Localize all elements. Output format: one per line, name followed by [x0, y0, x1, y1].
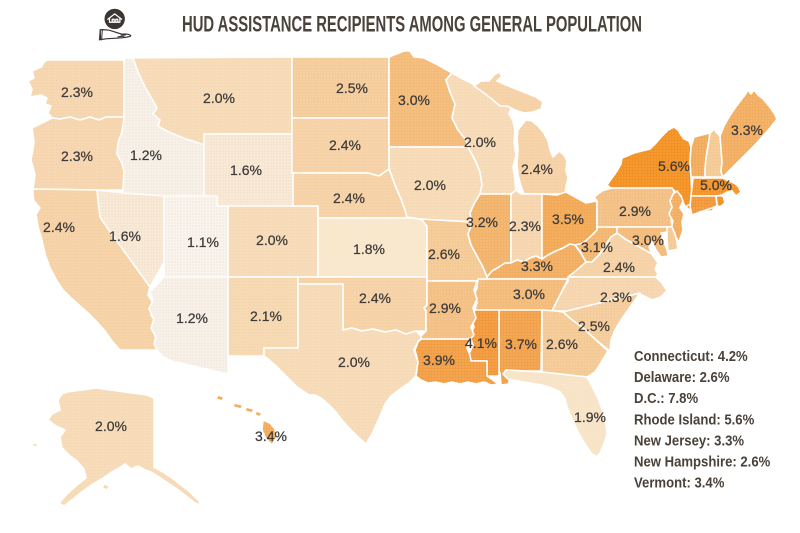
svg-text:D.C.: 7.8%: D.C.: 7.8% — [634, 389, 699, 406]
svg-text:Delaware: 2.6%: Delaware: 2.6% — [634, 368, 730, 385]
svg-text:1.8%: 1.8% — [353, 241, 385, 257]
svg-text:2.1%: 2.1% — [250, 308, 282, 324]
svg-text:2.4%: 2.4% — [333, 190, 365, 206]
svg-text:4.1%: 4.1% — [465, 335, 497, 351]
svg-text:3.3%: 3.3% — [731, 122, 763, 138]
svg-text:1.2%: 1.2% — [130, 147, 162, 163]
svg-text:2.0%: 2.0% — [414, 177, 446, 193]
svg-text:1.6%: 1.6% — [109, 228, 141, 244]
svg-text:2.5%: 2.5% — [578, 318, 610, 334]
svg-text:2.3%: 2.3% — [509, 218, 541, 234]
svg-text:5.6%: 5.6% — [658, 158, 690, 174]
svg-text:New Jersey: 3.3%: New Jersey: 3.3% — [634, 432, 744, 449]
svg-text:3.0%: 3.0% — [632, 232, 664, 248]
svg-text:Vermont: 3.4%: Vermont: 3.4% — [634, 474, 725, 491]
svg-text:2.9%: 2.9% — [429, 300, 461, 316]
svg-text:2.0%: 2.0% — [256, 232, 288, 248]
svg-text:2.0%: 2.0% — [95, 418, 127, 434]
svg-text:2.3%: 2.3% — [61, 148, 93, 164]
svg-text:3.3%: 3.3% — [521, 258, 553, 274]
svg-text:2.3%: 2.3% — [600, 289, 632, 305]
svg-text:1.6%: 1.6% — [230, 162, 262, 178]
svg-text:2.0%: 2.0% — [338, 354, 370, 370]
svg-text:2.9%: 2.9% — [619, 203, 651, 219]
svg-text:2.4%: 2.4% — [521, 161, 553, 177]
svg-text:3.7%: 3.7% — [505, 336, 537, 352]
svg-text:3.4%: 3.4% — [255, 428, 287, 444]
svg-text:2.6%: 2.6% — [546, 336, 578, 352]
svg-text:2.4%: 2.4% — [603, 259, 635, 275]
svg-text:Connecticut: 4.2%: Connecticut: 4.2% — [634, 347, 748, 364]
svg-text:3.5%: 3.5% — [552, 211, 584, 227]
svg-text:1.1%: 1.1% — [187, 234, 219, 250]
svg-text:3.1%: 3.1% — [581, 239, 613, 255]
svg-text:New Hampshire: 2.6%: New Hampshire: 2.6% — [634, 453, 771, 470]
svg-text:Rhode Island: 5.6%: Rhode Island: 5.6% — [634, 410, 755, 427]
svg-text:2.4%: 2.4% — [329, 137, 361, 153]
svg-text:3.2%: 3.2% — [466, 214, 498, 230]
svg-text:2.5%: 2.5% — [336, 80, 368, 96]
svg-text:2.3%: 2.3% — [61, 84, 93, 100]
svg-text:1.9%: 1.9% — [574, 409, 606, 425]
svg-text:1.2%: 1.2% — [176, 310, 208, 326]
svg-text:2.6%: 2.6% — [428, 246, 460, 262]
svg-text:2.4%: 2.4% — [43, 219, 75, 235]
svg-text:3.0%: 3.0% — [398, 92, 430, 108]
svg-text:5.0%: 5.0% — [700, 177, 732, 193]
svg-text:3.0%: 3.0% — [513, 286, 545, 302]
svg-text:2.0%: 2.0% — [464, 134, 496, 150]
svg-text:HUD ASSISTANCE RECIPIENTS AMON: HUD ASSISTANCE RECIPIENTS AMONG GENERAL … — [182, 12, 642, 37]
svg-text:2.0%: 2.0% — [203, 90, 235, 106]
svg-text:2.4%: 2.4% — [359, 290, 391, 306]
svg-text:3.9%: 3.9% — [423, 352, 455, 368]
